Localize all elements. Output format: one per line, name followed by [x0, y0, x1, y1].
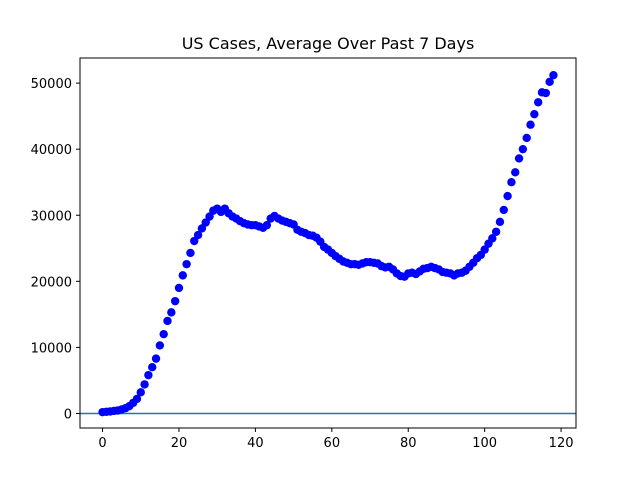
x-tick-label: 40	[247, 436, 264, 451]
data-point	[545, 77, 554, 86]
y-tick-label: 40000	[31, 143, 72, 158]
data-points	[98, 70, 558, 417]
data-point	[186, 248, 195, 258]
data-point	[144, 370, 153, 380]
data-point	[499, 205, 508, 215]
data-point	[174, 283, 184, 293]
plot-frame	[79, 57, 577, 429]
data-point	[170, 296, 180, 306]
data-point	[530, 109, 539, 119]
data-point	[541, 88, 551, 98]
data-point	[190, 236, 199, 246]
data-point	[197, 224, 207, 233]
x-tick-label: 0	[98, 436, 106, 451]
data-point	[167, 308, 176, 317]
x-tick-label: 100	[472, 436, 497, 451]
data-point	[526, 120, 535, 129]
data-point	[159, 329, 168, 339]
y-tick-label: 0	[64, 407, 72, 422]
y-tick-label: 50000	[31, 77, 72, 92]
chart-title: US Cases, Average Over Past 7 Days	[182, 34, 475, 53]
data-point	[503, 191, 512, 201]
data-point	[136, 388, 145, 397]
data-point	[140, 380, 149, 389]
data-point	[178, 271, 187, 280]
data-point	[507, 178, 516, 187]
x-axis: 0 20 40 60 80 100 120	[98, 428, 574, 451]
data-point	[549, 70, 558, 80]
data-point	[148, 363, 157, 372]
data-point	[193, 230, 203, 240]
data-point	[205, 212, 214, 221]
data-point	[155, 341, 165, 350]
data-point	[491, 227, 501, 236]
data-point	[511, 168, 520, 177]
y-tick-label: 10000	[31, 341, 72, 356]
data-point	[533, 98, 543, 107]
y-tick-label: 30000	[31, 209, 72, 224]
x-tick-label: 20	[171, 436, 188, 451]
data-point	[132, 394, 142, 404]
data-point	[488, 234, 497, 243]
data-point	[514, 154, 524, 163]
x-tick-label: 80	[400, 436, 417, 451]
data-point	[151, 354, 161, 363]
data-point	[163, 316, 172, 326]
data-point	[518, 144, 528, 154]
data-point	[182, 259, 191, 269]
data-point	[201, 218, 210, 227]
data-point	[522, 133, 531, 143]
data-point	[480, 245, 489, 254]
y-axis: 0 10000 20000 30000 40000 50000	[31, 77, 80, 422]
x-tick-label: 60	[324, 436, 341, 451]
data-point	[495, 217, 505, 227]
data-point	[262, 220, 272, 230]
x-tick-label: 120	[549, 436, 574, 451]
y-tick-label: 20000	[31, 275, 72, 290]
